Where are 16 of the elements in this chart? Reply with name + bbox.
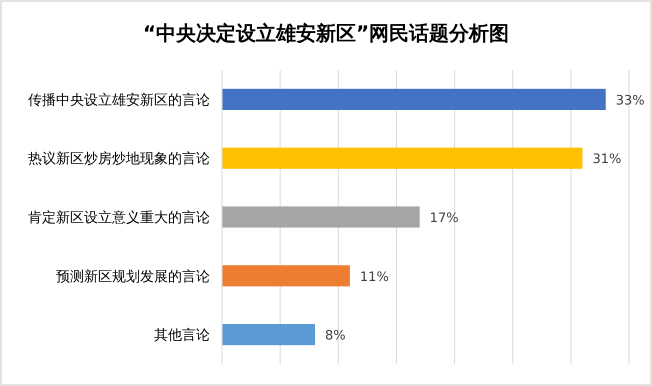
data-label: 17% [430, 211, 459, 226]
bar [222, 265, 350, 286]
chart-title: “中央决定设立雄安新区”网民话题分析图 [142, 21, 510, 45]
y-tick-label: 预测新区规划发展的言论 [56, 268, 210, 285]
data-label: 33% [616, 93, 645, 108]
data-label: 11% [360, 270, 389, 285]
data-label: 31% [592, 152, 622, 168]
data-label: 8% [325, 328, 346, 344]
y-tick-label: 其他言论 [154, 328, 210, 344]
bar [222, 206, 420, 228]
bar [222, 88, 606, 110]
y-tick-label: 肯定新区设立意义重大的言论 [28, 210, 210, 226]
bar [222, 148, 582, 169]
y-tick-label: 热议新区炒房炒地现象的言论 [28, 151, 210, 168]
bar [222, 324, 316, 346]
y-tick-label: 传播中央设立雄安新区的言论 [28, 92, 210, 108]
